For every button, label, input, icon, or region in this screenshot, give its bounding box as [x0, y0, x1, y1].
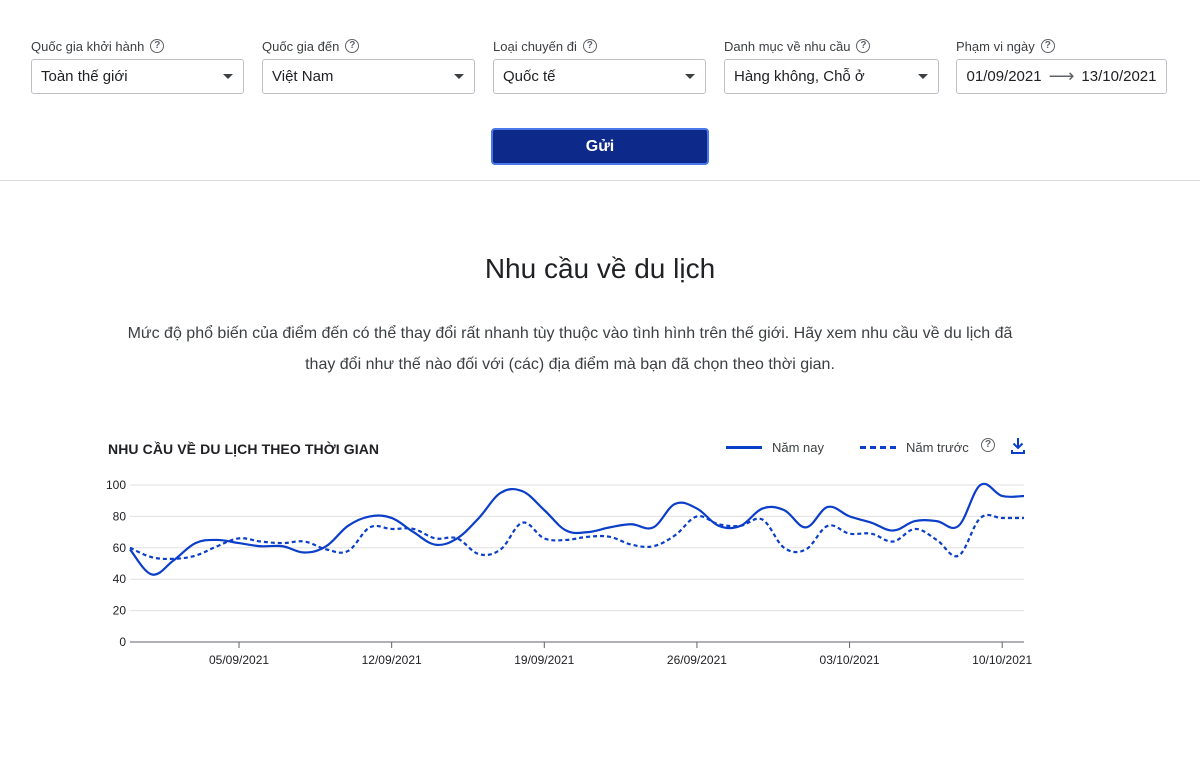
destination-country-value: Việt Nam [272, 68, 334, 85]
demand-category-label: Danh mục về nhu cầu ? [724, 37, 871, 55]
chevron-down-icon [454, 74, 464, 79]
help-circle-icon[interactable]: ? [582, 39, 597, 53]
date-range-end[interactable]: 13/10/2021 [1081, 68, 1157, 85]
legend-solid-line [726, 446, 762, 449]
y-tick-label: 20 [113, 604, 127, 618]
chart-x-axis: 05/09/2021 12/09/2021 19/09/2021 26/09/2021… [209, 642, 1033, 667]
arrow-right-icon: ⟶ [1048, 66, 1075, 86]
destination-country-label-text: Quốc gia đến [262, 38, 340, 54]
legend-item-last-year: Năm trước [860, 440, 969, 455]
demand-line-chart: 0 20 40 60 80 100 05/09/2021 12/09/2021 19/09/2… [106, 478, 1033, 667]
trip-type-filter: Loại chuyến đi ? [493, 37, 597, 55]
destination-country-filter: Quốc gia đến ? [262, 37, 360, 55]
chart-grid [130, 484, 1024, 643]
section-description-line2: thay đổi như thế nào đối với (các) địa đ… [305, 356, 835, 373]
departure-country-value: Toàn thế giới [41, 68, 128, 85]
trip-type-label-text: Loại chuyến đi [493, 38, 577, 54]
submit-button[interactable]: Gửi [491, 128, 709, 165]
x-tick-label: 03/10/2021 [820, 653, 880, 667]
y-tick-label: 40 [113, 572, 127, 586]
x-tick-label: 10/10/2021 [972, 653, 1032, 667]
date-range-picker[interactable]: 01/09/2021 ⟶ 13/10/2021 [956, 59, 1167, 94]
trip-type-label: Loại chuyến đi ? [493, 37, 597, 55]
demand-category-label-text: Danh mục về nhu cầu [724, 38, 851, 54]
download-icon[interactable] [1010, 437, 1026, 455]
legend-dashed-line [860, 446, 896, 449]
chevron-down-icon [918, 74, 928, 79]
series-line-last-year[interactable] [129, 513, 1024, 561]
section-description-line1: Mức độ phổ biến của điểm đến có thể thay… [127, 325, 1013, 342]
destination-country-label: Quốc gia đến ? [262, 37, 360, 55]
x-tick-label: 05/09/2021 [209, 653, 269, 667]
trip-type-select[interactable]: Quốc tế [493, 59, 706, 94]
chart-help-icon[interactable]: ? [981, 438, 995, 452]
help-circle-icon[interactable]: ? [856, 39, 871, 53]
x-tick-label: 19/09/2021 [514, 653, 574, 667]
chart-title: NHU CẦU VỀ DU LỊCH THEO THỜI GIAN [108, 441, 380, 457]
legend-label-this-year: Năm nay [772, 440, 825, 455]
demand-category-value: Hàng không, Chỗ ở [734, 68, 865, 85]
demand-category-filter: Danh mục về nhu cầu ? [724, 37, 871, 55]
filter-bar: Quốc gia khởi hành ? Toàn thế giới Quốc … [0, 0, 1200, 181]
demand-category-select[interactable]: Hàng không, Chỗ ở [724, 59, 939, 94]
y-tick-label: 80 [113, 509, 127, 523]
help-circle-icon[interactable]: ? [345, 39, 360, 53]
x-tick-label: 26/09/2021 [667, 653, 727, 667]
departure-country-label: Quốc gia khởi hành ? [31, 37, 165, 55]
destination-country-select[interactable]: Việt Nam [262, 59, 475, 94]
y-tick-label: 0 [119, 635, 126, 649]
date-range-start[interactable]: 01/09/2021 [966, 68, 1042, 85]
departure-country-filter: Quốc gia khởi hành ? [31, 37, 165, 55]
chevron-down-icon [685, 74, 695, 79]
help-circle-icon[interactable]: ? [150, 39, 165, 53]
date-range-filter: Phạm vi ngày ? [956, 37, 1055, 55]
y-tick-label: 60 [113, 541, 127, 555]
trip-type-value: Quốc tế [503, 68, 556, 85]
section-title: Nhu cầu về du lịch [484, 253, 716, 284]
legend-item-this-year: Năm nay [726, 440, 824, 455]
series-line-this-year[interactable] [129, 482, 1025, 576]
date-range-label-text: Phạm vi ngày [956, 38, 1035, 54]
x-tick-label: 12/09/2021 [362, 653, 422, 667]
departure-country-select[interactable]: Toàn thế giới [31, 59, 244, 94]
legend-label-last-year: Năm trước [906, 440, 969, 455]
help-circle-icon[interactable]: ? [1040, 39, 1055, 53]
chevron-down-icon [223, 74, 233, 79]
date-range-label: Phạm vi ngày ? [956, 37, 1055, 55]
chart-y-axis: 0 20 40 60 80 100 [106, 478, 126, 649]
departure-country-label-text: Quốc gia khởi hành [31, 38, 145, 54]
chart-series [129, 482, 1025, 576]
section-description: Mức độ phổ biến của điểm đến có thể thay… [90, 318, 1050, 380]
y-tick-label: 100 [106, 478, 126, 492]
